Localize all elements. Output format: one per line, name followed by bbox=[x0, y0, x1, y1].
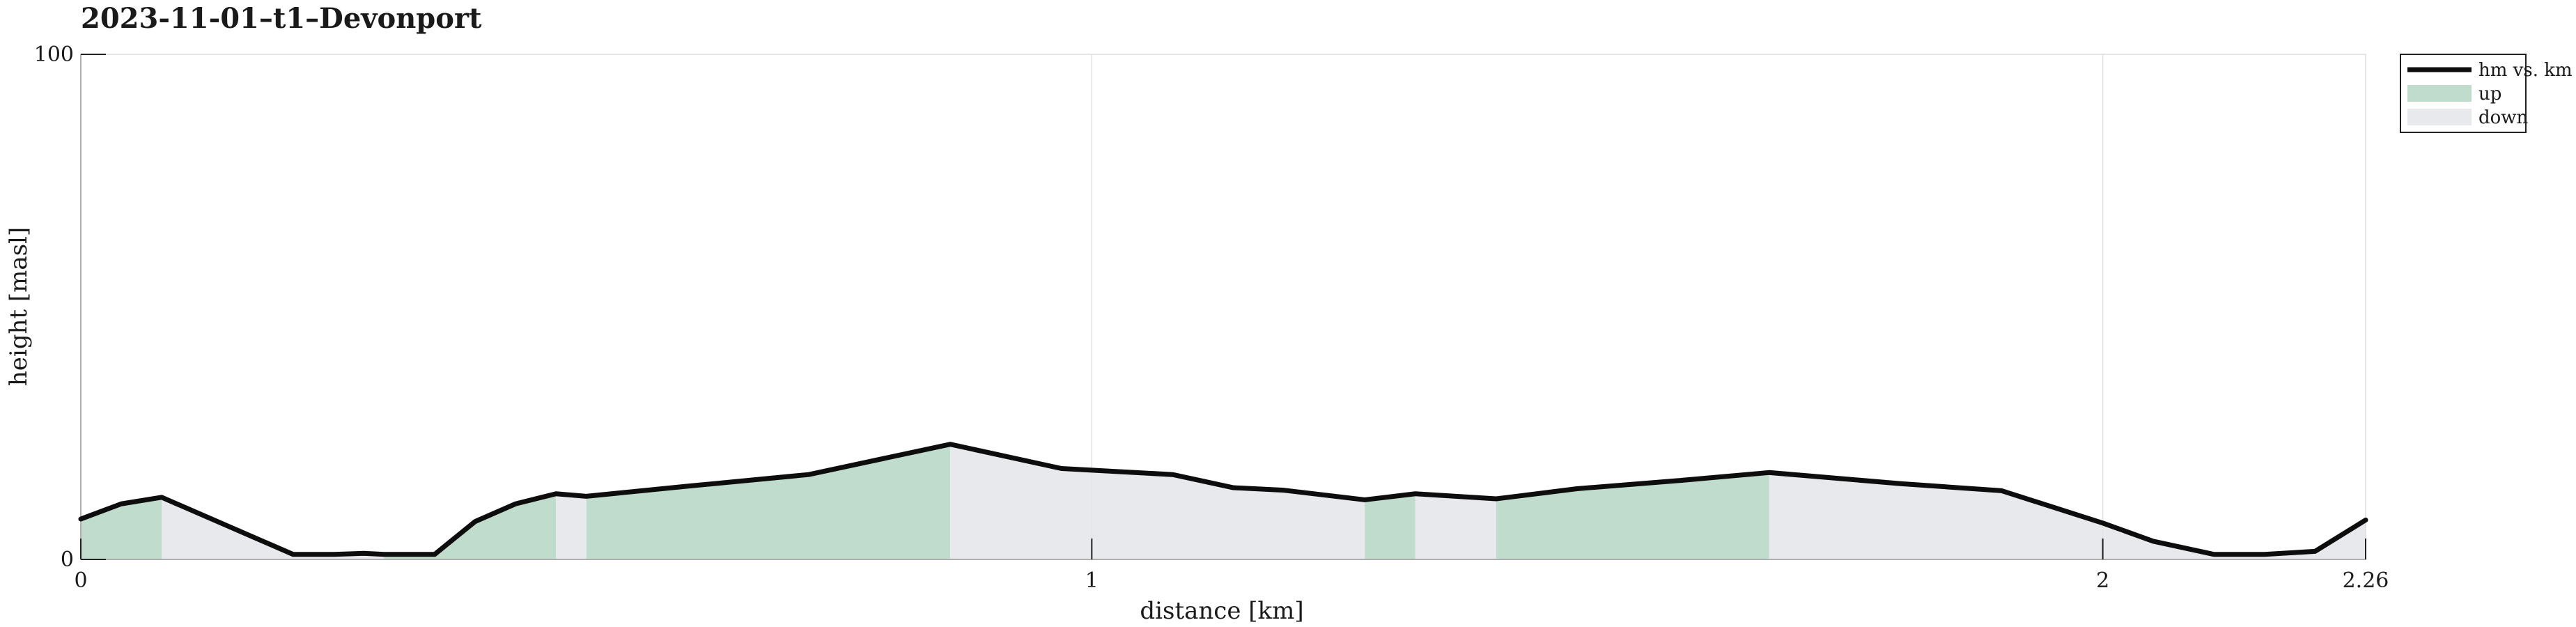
chart-title: 2023-11-01–t1–Devonport bbox=[81, 2, 482, 35]
x-tick-label-3: 2.26 bbox=[2343, 568, 2389, 593]
y-axis-label: height [masl] bbox=[5, 227, 33, 386]
x-tick-label-1: 1 bbox=[1085, 568, 1099, 593]
y-tick-label-0: 0 bbox=[61, 548, 74, 572]
y-tick-labels: 0 100 bbox=[34, 42, 74, 572]
down-area-2 bbox=[950, 444, 1365, 559]
up-area-4 bbox=[1496, 472, 1769, 559]
down-area-3 bbox=[1415, 493, 1496, 559]
legend-swatch-up bbox=[2407, 85, 2472, 102]
x-tick-label-2: 2 bbox=[2096, 568, 2109, 593]
x-tick-labels: 0 1 2 2.26 bbox=[74, 568, 2389, 593]
series-line-hm-vs-km bbox=[78, 442, 2368, 557]
down-area-1 bbox=[556, 493, 587, 559]
axis-ticks bbox=[80, 54, 2366, 560]
legend: hm vs. km up down bbox=[2400, 54, 2573, 133]
up-area-2 bbox=[586, 444, 951, 559]
plot-frame bbox=[80, 54, 2366, 560]
legend-swatch-down bbox=[2407, 109, 2472, 125]
x-axis-label: distance [km] bbox=[1140, 597, 1303, 625]
legend-item-down: down bbox=[2478, 107, 2529, 128]
down-area-0 bbox=[162, 497, 385, 559]
x-tick-label-0: 0 bbox=[74, 568, 87, 593]
down-area-4 bbox=[1769, 472, 2366, 559]
plot-area bbox=[78, 54, 2368, 560]
legend-item-hm-vs-km: hm vs. km bbox=[2478, 60, 2573, 81]
up-area-0 bbox=[81, 497, 162, 559]
legend-item-up: up bbox=[2478, 84, 2501, 104]
area-fills bbox=[81, 444, 2366, 559]
y-tick-label-1: 100 bbox=[34, 42, 74, 67]
up-area-3 bbox=[1365, 493, 1415, 559]
